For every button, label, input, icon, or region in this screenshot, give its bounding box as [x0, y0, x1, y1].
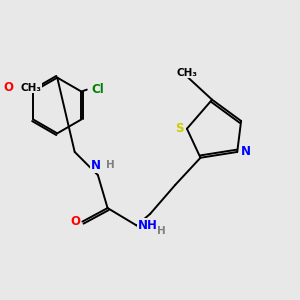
- Text: S: S: [175, 122, 183, 135]
- Text: H: H: [158, 226, 166, 236]
- Text: CH₃: CH₃: [176, 68, 197, 78]
- Text: O: O: [70, 215, 80, 228]
- Text: H: H: [106, 160, 115, 170]
- Text: N: N: [91, 159, 101, 172]
- Text: NH: NH: [138, 219, 158, 232]
- Text: O: O: [3, 81, 13, 94]
- Text: Cl: Cl: [91, 83, 104, 96]
- Text: N: N: [241, 146, 251, 158]
- Text: CH₃: CH₃: [20, 83, 41, 93]
